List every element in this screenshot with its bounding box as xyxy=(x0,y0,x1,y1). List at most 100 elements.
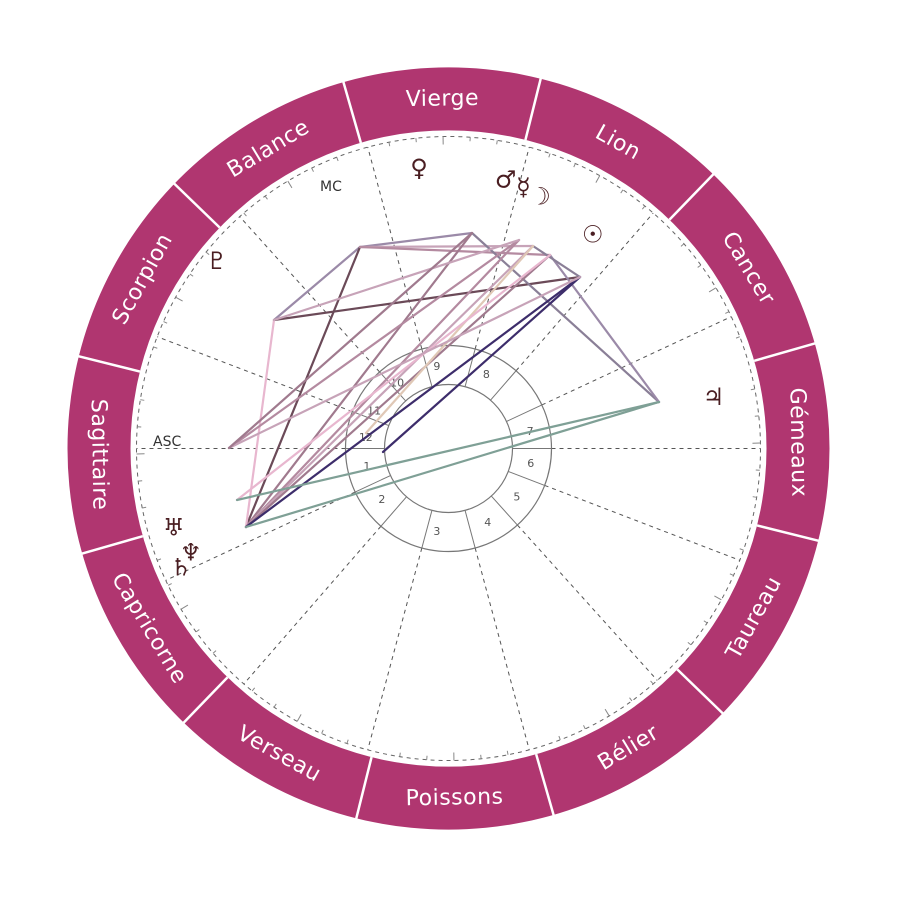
degree-tick xyxy=(573,163,576,168)
house-number: 3 xyxy=(433,525,440,538)
house-divider xyxy=(380,496,407,527)
degree-tick xyxy=(548,153,551,158)
aspect-line xyxy=(235,253,552,502)
degree-tick xyxy=(750,388,755,391)
mercury-icon: ☿ xyxy=(516,173,531,201)
degree-tick xyxy=(595,175,601,183)
degree-tick xyxy=(163,321,168,324)
degree-tick xyxy=(189,273,194,277)
degree-tick xyxy=(729,573,734,576)
degree-tick xyxy=(725,311,730,314)
aspect-line xyxy=(227,231,474,450)
degree-tick xyxy=(273,703,277,708)
aspect-line xyxy=(244,400,661,529)
house-divider xyxy=(490,370,517,401)
house-cusp-line xyxy=(157,336,353,413)
degree-tick xyxy=(180,604,189,610)
saturn-icon: ♄ xyxy=(170,554,192,582)
sign-label-sagittaire: Sagittaire xyxy=(86,399,113,511)
pluto-icon: ♇ xyxy=(206,247,228,275)
aspect-line xyxy=(227,275,582,450)
degree-tick xyxy=(641,205,646,210)
axis-labels: ASC MC xyxy=(153,179,342,450)
sign-divider xyxy=(668,172,715,221)
jupiter-icon: ♃ xyxy=(703,383,725,411)
aspect-line xyxy=(470,231,661,404)
house-divider xyxy=(490,495,518,526)
sign-divider xyxy=(354,756,373,820)
degree-tick xyxy=(321,729,324,734)
aspect-line xyxy=(244,238,521,529)
degree-tick xyxy=(629,697,633,702)
sign-label-vierge: Vierge xyxy=(406,86,480,112)
degree-tick xyxy=(583,725,586,730)
degree-tick xyxy=(167,583,172,586)
house-divider xyxy=(352,411,389,427)
aspect-line xyxy=(272,238,521,322)
house-cusp-line xyxy=(239,216,380,373)
degree-tick xyxy=(336,157,339,162)
planet-glyphs: ♀ ♂ ☿☽ ☉ ♃ ♅ ♄♆ ♇ xyxy=(163,154,724,582)
degree-tick xyxy=(506,750,509,755)
aspect-line xyxy=(244,253,552,529)
aspect-line xyxy=(227,238,521,450)
house-cusp-line xyxy=(165,491,356,581)
aspect-line xyxy=(244,245,362,529)
aspect-line xyxy=(548,253,661,404)
degree-tick xyxy=(287,180,293,189)
house-cusp-line xyxy=(541,316,732,406)
aspect-line xyxy=(235,400,661,502)
house-number: 2 xyxy=(378,493,385,506)
degree-tick xyxy=(157,558,162,561)
degree-tick xyxy=(153,346,158,349)
aspect-line xyxy=(244,244,535,529)
degree-tick xyxy=(697,264,702,268)
sign-divider xyxy=(753,342,817,363)
degree-tick xyxy=(205,251,210,256)
aspect-line xyxy=(358,244,535,249)
house-cusp-line xyxy=(544,484,740,561)
house-number: 9 xyxy=(433,360,440,373)
sign-divider xyxy=(524,77,543,141)
house-cusp-line xyxy=(367,547,423,750)
house-number: 6 xyxy=(527,457,534,470)
degree-tick xyxy=(714,595,722,601)
aspect-lines xyxy=(227,231,661,529)
mc-label: MC xyxy=(320,179,342,195)
venus-icon: ♀ xyxy=(410,154,428,182)
degree-tick xyxy=(496,140,498,145)
sun-icon: ☉ xyxy=(582,221,604,249)
sign-divider xyxy=(80,534,144,555)
degree-tick xyxy=(399,752,401,757)
uranus-icon: ♅ xyxy=(163,513,185,541)
degree-tick xyxy=(264,195,268,200)
aspect-line xyxy=(244,231,474,529)
degree-tick xyxy=(735,336,740,339)
sign-divider xyxy=(77,354,141,373)
sign-divider xyxy=(342,80,363,144)
aspect-line xyxy=(358,245,552,257)
house-number: 1 xyxy=(363,460,370,473)
sign-label-gémeaux: Gémeaux xyxy=(784,387,811,497)
sign-divider xyxy=(182,676,229,725)
house-ring-inner xyxy=(383,383,514,514)
aspect-line xyxy=(272,245,362,322)
degree-tick xyxy=(703,620,708,624)
house-cusp-line xyxy=(515,212,654,372)
degree-tick xyxy=(650,680,654,685)
house-guides xyxy=(136,136,761,761)
degree-tick xyxy=(687,641,692,646)
neptune-icon: ♆ xyxy=(180,539,202,567)
degree-tick xyxy=(311,167,314,172)
degree-tick xyxy=(752,496,757,498)
zodiac-ring xyxy=(67,67,830,830)
degree-tick xyxy=(388,142,391,147)
house-divider xyxy=(354,475,391,493)
house-divider xyxy=(464,510,476,549)
house-cusp-line xyxy=(517,524,658,681)
degree-tick xyxy=(251,687,256,692)
aspect-line xyxy=(244,318,276,529)
degree-tick xyxy=(212,650,217,654)
asc-label: ASC xyxy=(153,434,181,450)
